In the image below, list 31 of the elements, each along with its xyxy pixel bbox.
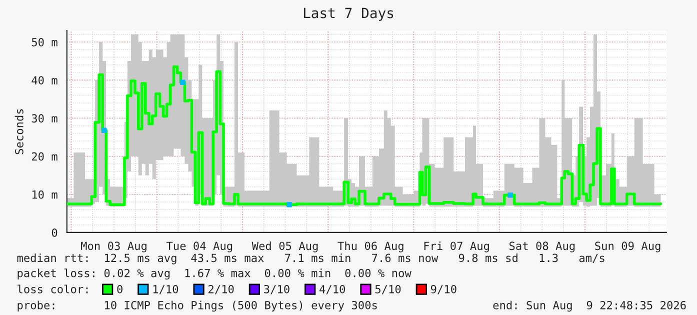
x-tick-label: Wed 05 Aug [252, 242, 318, 252]
x-tick-label: Fri 07 Aug [424, 242, 489, 252]
point [286, 202, 292, 208]
legend-label: 0 [117, 284, 122, 294]
y-tick-label: 30 m [32, 114, 58, 123]
point [101, 128, 107, 133]
x-tick-label: Mon 03 Aug [81, 242, 146, 252]
legend-label: 1/10 [153, 284, 178, 294]
y-tick-label: 50 m [32, 38, 58, 46]
x-tick-label: Tue 04 Aug [166, 242, 232, 252]
legend-label: 2/10 [208, 284, 234, 294]
legend-label: 3/10 [264, 284, 290, 294]
point [180, 80, 186, 85]
legend-label: 9/10 [430, 284, 456, 294]
y-tick-label: 10 m [32, 190, 58, 199]
x-tick-label: Sat 08 Aug [509, 242, 575, 252]
point [508, 192, 513, 198]
legend-title: loss color: [18, 284, 88, 294]
text: packet loss: 0.02 % avg 1.67 % max 0.00 % min 0.00 % now [18, 268, 412, 280]
y-tick-label: 0 [52, 228, 58, 237]
y-tick-label: 40 m [32, 76, 58, 84]
x-tick-label: Thu 06 Aug [338, 242, 404, 252]
y-tick-label: 20 m [32, 152, 58, 161]
y-axis-title: Seconds [14, 109, 24, 154]
legend-label: 4/10 [320, 284, 346, 294]
chart-title: Last 7 Days [304, 8, 394, 21]
text: probe: 10 ICMP Echo Pings (500 Bytes) every 300s [18, 300, 377, 312]
legend-label: 5/10 [375, 284, 401, 294]
text: median rtt: 12.5 ms avg 43.5 ms max 7.1 ms min 7.6 ms now 9.8 ms sd 1.3 am/s [17, 254, 604, 264]
text: end: Sun Aug 9 22:48:35 2026 [493, 300, 686, 312]
x-tick-label: Sun 09 Aug [595, 242, 660, 252]
